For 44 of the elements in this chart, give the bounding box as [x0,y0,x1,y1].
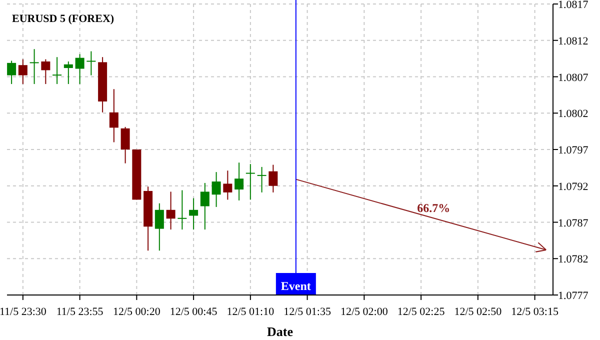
annotation: 66.7% [417,201,450,216]
candlestick [52,56,62,85]
candlestick [212,172,221,208]
y-tick-label: 1.0792 [558,180,588,193]
x-tick-label: 12/5 00:20 [112,306,161,318]
candlestick [120,126,130,164]
x-tick-label: 12/5 02:00 [340,306,388,318]
candlestick [257,166,266,193]
y-tick-label: 1.0817 [558,0,589,11]
candlestick [166,191,176,230]
x-axis-title: Date [267,324,294,339]
x-tick-label: 11/5 23:55 [56,306,104,318]
x-tick-label: 12/5 00:45 [170,306,218,318]
candlestick [200,182,210,230]
y-tick-label: 1.0802 [558,108,588,120]
candlestick [18,58,28,85]
x-tick-label: 12/5 02:25 [397,306,446,318]
x-tick-label: 11/5 23:30 [0,306,47,318]
candlestick [30,48,39,85]
candlestick [154,202,164,252]
y-tick-label: 1.0812 [558,35,588,48]
candlestick [7,60,16,85]
candlestick [75,54,84,85]
candlestick [178,190,187,230]
candlestick [234,162,244,201]
candlestick [268,164,278,193]
x-tick-label: 12/5 02:50 [454,306,502,318]
text: EURUSD 5 (FOREX) [12,13,114,25]
x-tick-label: 12/5 01:35 [284,306,332,318]
y-tick-label: 1.0807 [558,72,589,84]
candlestick [223,170,232,200]
ref-line-label: Event [280,279,311,293]
y-tick-label: 1.0797 [558,144,589,156]
x-tick-label: 12/5 03:15 [511,306,559,318]
y-tick-label: 1.0782 [558,254,588,266]
x-tick-label: 12/5 01:10 [226,306,275,318]
candlestick [246,164,255,200]
y-tick-label: 1.0787 [558,217,589,230]
candlestick [64,60,73,85]
y-tick-label: 1.0777 [558,290,589,302]
candlestick [86,50,96,76]
candlestick [41,58,50,85]
candlestick [189,198,198,230]
candlestick [109,88,118,143]
